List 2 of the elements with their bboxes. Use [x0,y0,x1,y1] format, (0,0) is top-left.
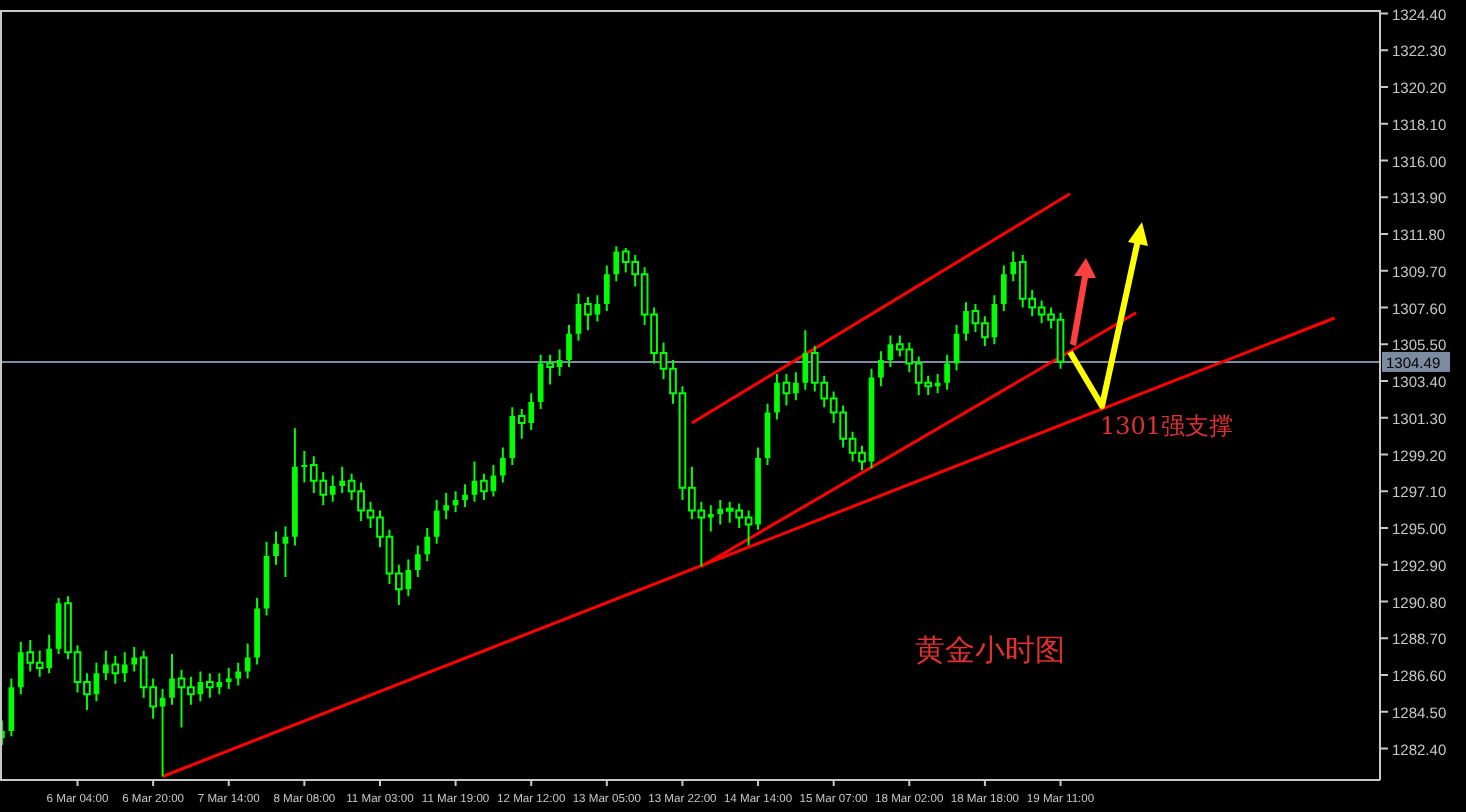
annotation: 1301强支撑 [1100,412,1234,440]
annotation: 黄金小时图 [915,632,1065,668]
